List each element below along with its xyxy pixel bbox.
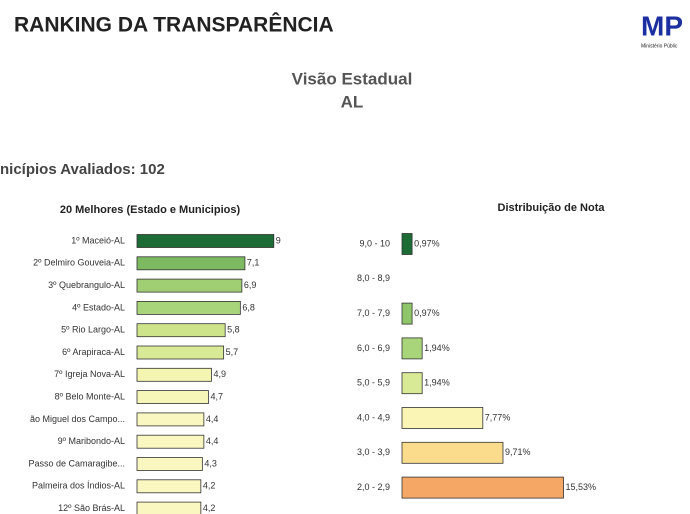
value-label: 7,77%: [485, 412, 511, 422]
bar: [401, 233, 413, 255]
value-label: 4,7: [210, 391, 223, 401]
category-label: 6º Arapiraca-AL: [62, 347, 125, 357]
category-label: ão Miguel dos Campo...: [30, 414, 125, 424]
bar: [136, 323, 226, 338]
category-label: 1º Maceió-AL: [71, 235, 125, 245]
value-label: 7,1: [247, 258, 260, 268]
category-label: 5º Rio Largo-AL: [61, 325, 125, 335]
bar: [136, 367, 212, 382]
value-label: 4,9: [213, 369, 226, 379]
value-label: 6,9: [244, 280, 257, 290]
value-label: 1,94%: [424, 343, 450, 353]
bar: [136, 234, 275, 248]
bar: [136, 345, 225, 360]
category-label: 4º Estado-AL: [72, 302, 125, 312]
category-label: 2º Delmiro Gouveia-AL: [33, 258, 125, 268]
chart-title: 20 Melhores (Estado e Municipios): [60, 204, 241, 216]
category-label: 3º Quebrangulo-AL: [48, 280, 125, 290]
category-label: 3,0 - 3,9: [357, 447, 390, 457]
bar: [136, 256, 246, 271]
value-label: 5,7: [226, 347, 239, 357]
page-title: RANKING DA TRANSPARÊNCIA: [14, 13, 334, 37]
value-label: 0,97%: [414, 308, 440, 318]
bar: [136, 300, 241, 315]
value-label: 1,94%: [424, 378, 450, 388]
category-label: Passo de Camaragibe...: [28, 458, 125, 468]
state: AL: [341, 92, 364, 111]
value-label: 4,2: [203, 481, 216, 491]
logo-subtitle: Ministério Públic: [641, 43, 678, 49]
view-title: Visão Estadual: [292, 69, 413, 88]
bar: [401, 302, 413, 325]
value-label: 5,8: [227, 325, 240, 335]
value-label: 15,53%: [566, 482, 597, 492]
category-label: 5,0 - 5,9: [357, 378, 390, 388]
value-label: 4,4: [206, 436, 219, 446]
category-label: 9,0 - 10: [359, 238, 390, 248]
bar: [136, 479, 202, 494]
category-label: 6,0 - 6,9: [357, 343, 390, 353]
bar: [401, 441, 504, 464]
category-label: 9º Maribondo-AL: [58, 436, 125, 446]
bar: [136, 390, 209, 405]
value-label: 9: [276, 235, 281, 245]
bar: [401, 407, 484, 429]
bar: [136, 278, 243, 293]
bar: [136, 457, 203, 471]
bar: [136, 412, 205, 427]
category-label: 8º Belo Monte-AL: [55, 391, 125, 401]
chart-title: Distribuição de Nota: [498, 202, 606, 214]
logo: MP: [641, 10, 683, 41]
category-label: 7º Igreja Nova-AL: [54, 369, 125, 379]
category-label: Palmeira dos Índios-AL: [32, 481, 125, 491]
category-label: 12º São Brás-AL: [58, 503, 125, 513]
value-label: 9,71%: [505, 447, 531, 457]
bar: [136, 501, 202, 514]
evaluated-count: nicípios Avaliados: 102: [0, 161, 165, 178]
value-label: 4,2: [203, 503, 216, 513]
category-label: 7,0 - 7,9: [357, 308, 390, 318]
value-label: 6,8: [242, 302, 255, 312]
value-label: 4,4: [206, 414, 219, 424]
category-label: 4,0 - 4,9: [357, 412, 390, 422]
bar: [401, 337, 423, 360]
value-label: 0,97%: [414, 238, 440, 248]
bar: [136, 434, 205, 449]
category-label: 8,0 - 8,9: [357, 273, 390, 283]
value-label: 4,3: [204, 458, 217, 468]
category-label: 2,0 - 2,9: [357, 482, 390, 492]
bar: [401, 372, 423, 395]
bar: [401, 476, 564, 499]
